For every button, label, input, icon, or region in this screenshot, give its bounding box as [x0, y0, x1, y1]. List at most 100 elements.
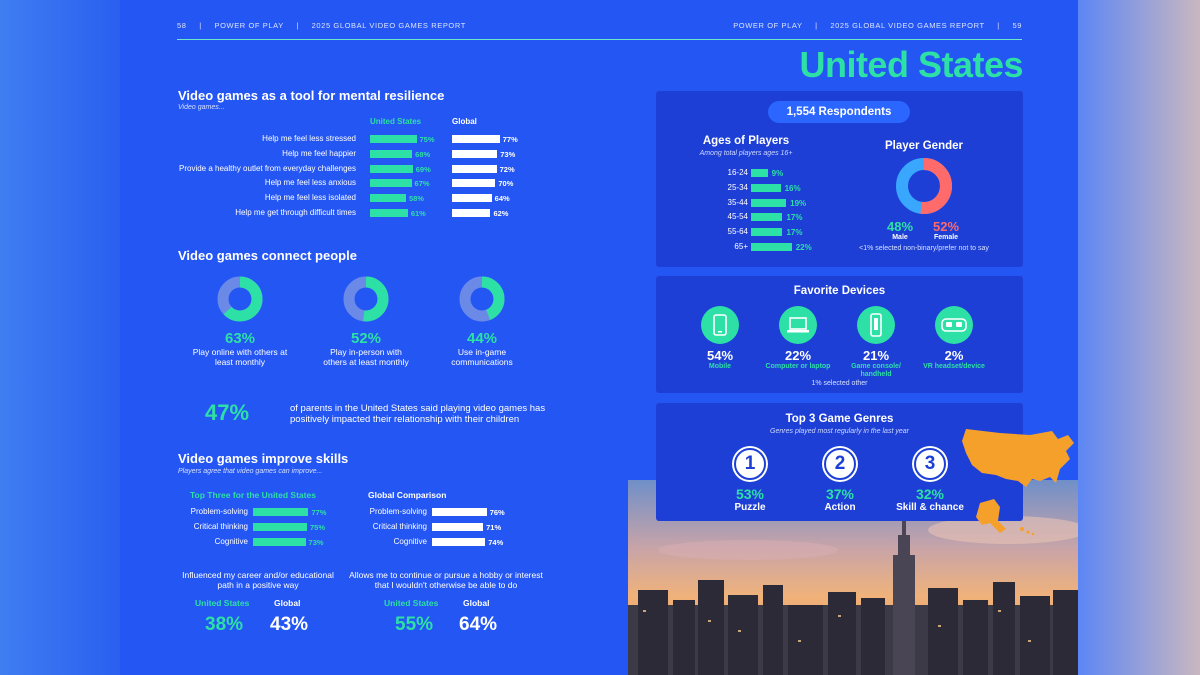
global-bar-value: 73%: [500, 149, 516, 159]
age-bar: [751, 213, 783, 222]
laptop-icon: [779, 306, 817, 344]
connect-title: Video games connect people: [178, 248, 357, 263]
us-bar-value: 67%: [414, 179, 430, 189]
mental-row-label: Help me feel less isolated: [264, 193, 356, 203]
page-number-right: 59: [1012, 21, 1022, 30]
global-bar: [452, 164, 497, 173]
skill-us-label: Cognitive: [214, 536, 248, 546]
header-left-title: POWER OF PLAY: [214, 21, 284, 30]
skill-global-bar: [432, 522, 484, 531]
global-bar: [452, 179, 496, 188]
device-label: Mobile: [708, 363, 732, 370]
age-label: 65+: [734, 242, 748, 251]
connect-pct: 52%: [350, 330, 382, 347]
skill-global-value: 76%: [489, 508, 505, 517]
age-value: 19%: [790, 198, 807, 208]
mental-col-global: Global: [452, 117, 477, 126]
genre-pct: 32%: [915, 486, 945, 502]
skill-us-value: 75%: [310, 522, 326, 532]
page-number-left: 58: [177, 21, 187, 30]
career-global-label: Global: [274, 598, 301, 608]
skill-us-bar: [253, 537, 306, 546]
us-bar: [370, 209, 408, 217]
connect-donut: [343, 276, 389, 322]
gender-title: Player Gender: [885, 140, 963, 152]
skill-us-bar: [253, 522, 307, 531]
skills-subtitle: Players agree that video games can impro…: [178, 468, 323, 475]
genre-rank-badge: 1: [734, 448, 766, 480]
genres-panel: Top 3 Game Genres Genres played most reg…: [656, 403, 1023, 521]
skills-title: Video games improve skills: [178, 451, 349, 466]
devices-panel: Favorite Devices 54% Mobile 22% Computer or…: [656, 276, 1023, 393]
age-value: 22%: [795, 243, 812, 252]
parents-text: of parents in the United States said pla…: [290, 403, 546, 425]
genre-pct: 53%: [735, 486, 765, 502]
skill-us-bar: [253, 508, 309, 516]
skill-us-value: 77%: [311, 508, 327, 517]
global-bar: [452, 135, 500, 143]
device-pct: 22%: [784, 348, 812, 363]
vr-headset-icon: [935, 306, 973, 344]
device-label: Computer or laptop: [765, 363, 831, 370]
male-label: Male: [892, 234, 908, 241]
genre-item: 1 53% Puzzle: [705, 448, 795, 513]
mental-row-label: Help me feel happier: [282, 148, 356, 158]
global-bar-value: 72%: [499, 164, 515, 174]
header-right: POWER OF PLAY | 2025 GLOBAL VIDEO GAMES …: [733, 21, 1022, 30]
hobby-us-label: United States: [384, 598, 439, 608]
mental-row-label: Provide a healthy outlet from everyday c…: [179, 163, 356, 173]
genre-item: 2 37% Action: [795, 448, 885, 513]
us-bar: [370, 149, 413, 158]
age-bar: [751, 183, 781, 192]
adjacent-page-left: [0, 0, 120, 675]
mobile-phone-icon: [701, 306, 739, 344]
career-global-pct: 43%: [270, 614, 309, 635]
us-bar-value: 68%: [415, 149, 431, 159]
global-bar-value: 62%: [493, 209, 509, 218]
device-item: 2% VR headset/device: [914, 306, 994, 371]
age-value: 16%: [784, 183, 801, 193]
global-bar: [452, 209, 491, 217]
mental-subtitle: Video games...: [178, 104, 225, 111]
skill-global-bar: [432, 537, 486, 546]
device-label: Game console/ handheld: [851, 363, 901, 378]
female-slice: [896, 158, 952, 214]
age-value: 9%: [771, 169, 784, 178]
mental-row-label: Help me feel less stressed: [262, 134, 356, 143]
age-bar: [751, 228, 783, 237]
skill-global-label: Cognitive: [393, 536, 427, 546]
age-label: 55-64: [727, 227, 748, 237]
header-divider: [177, 39, 1022, 40]
parents-pct: 47%: [205, 400, 250, 425]
genre-item: 3 32% Skill & chance: [885, 448, 975, 513]
device-label: VR headset/device: [923, 363, 985, 370]
age-label: 25-34: [727, 182, 748, 192]
game-console-icon: [857, 306, 895, 344]
devices-note: 1% selected other: [811, 380, 868, 387]
us-bar: [370, 179, 412, 188]
genre-label: Action: [824, 502, 856, 513]
genres-subtitle: Genres played most regularly in the last…: [770, 428, 909, 435]
connect-item: 52% Play in-person with others at least m…: [306, 275, 426, 367]
male-pct: 48%: [886, 219, 914, 234]
adjacent-page-right: [1078, 0, 1200, 675]
skills-us-head: Top Three for the United States: [190, 490, 316, 500]
career-text: Influenced my career and/or educational …: [182, 570, 334, 590]
us-bar-value: 69%: [415, 164, 431, 174]
global-bar-value: 64%: [494, 194, 510, 204]
us-bar: [370, 194, 406, 203]
hobby-text: Allows me to continue or pursue a hobby …: [349, 570, 543, 590]
hobby-global-pct: 64%: [459, 614, 498, 635]
header-right-title: POWER OF PLAY: [733, 21, 803, 30]
device-item: 54% Mobile: [680, 306, 760, 371]
mental-row-label: Help me feel less anxious: [264, 178, 356, 188]
female-label: Female: [933, 234, 959, 241]
skill-us-value: 73%: [308, 537, 324, 547]
mental-row-label: Help me get through difficult times: [235, 208, 356, 217]
age-bar: [751, 243, 792, 251]
demographics-panel: 1,554 Respondents Ages of Players Among …: [656, 91, 1023, 267]
global-bar-value: 70%: [498, 179, 514, 189]
connect-item: 63% Play online with others at least mont…: [180, 275, 300, 367]
age-label: 35-44: [727, 197, 748, 207]
age-label: 45-54: [727, 212, 748, 222]
